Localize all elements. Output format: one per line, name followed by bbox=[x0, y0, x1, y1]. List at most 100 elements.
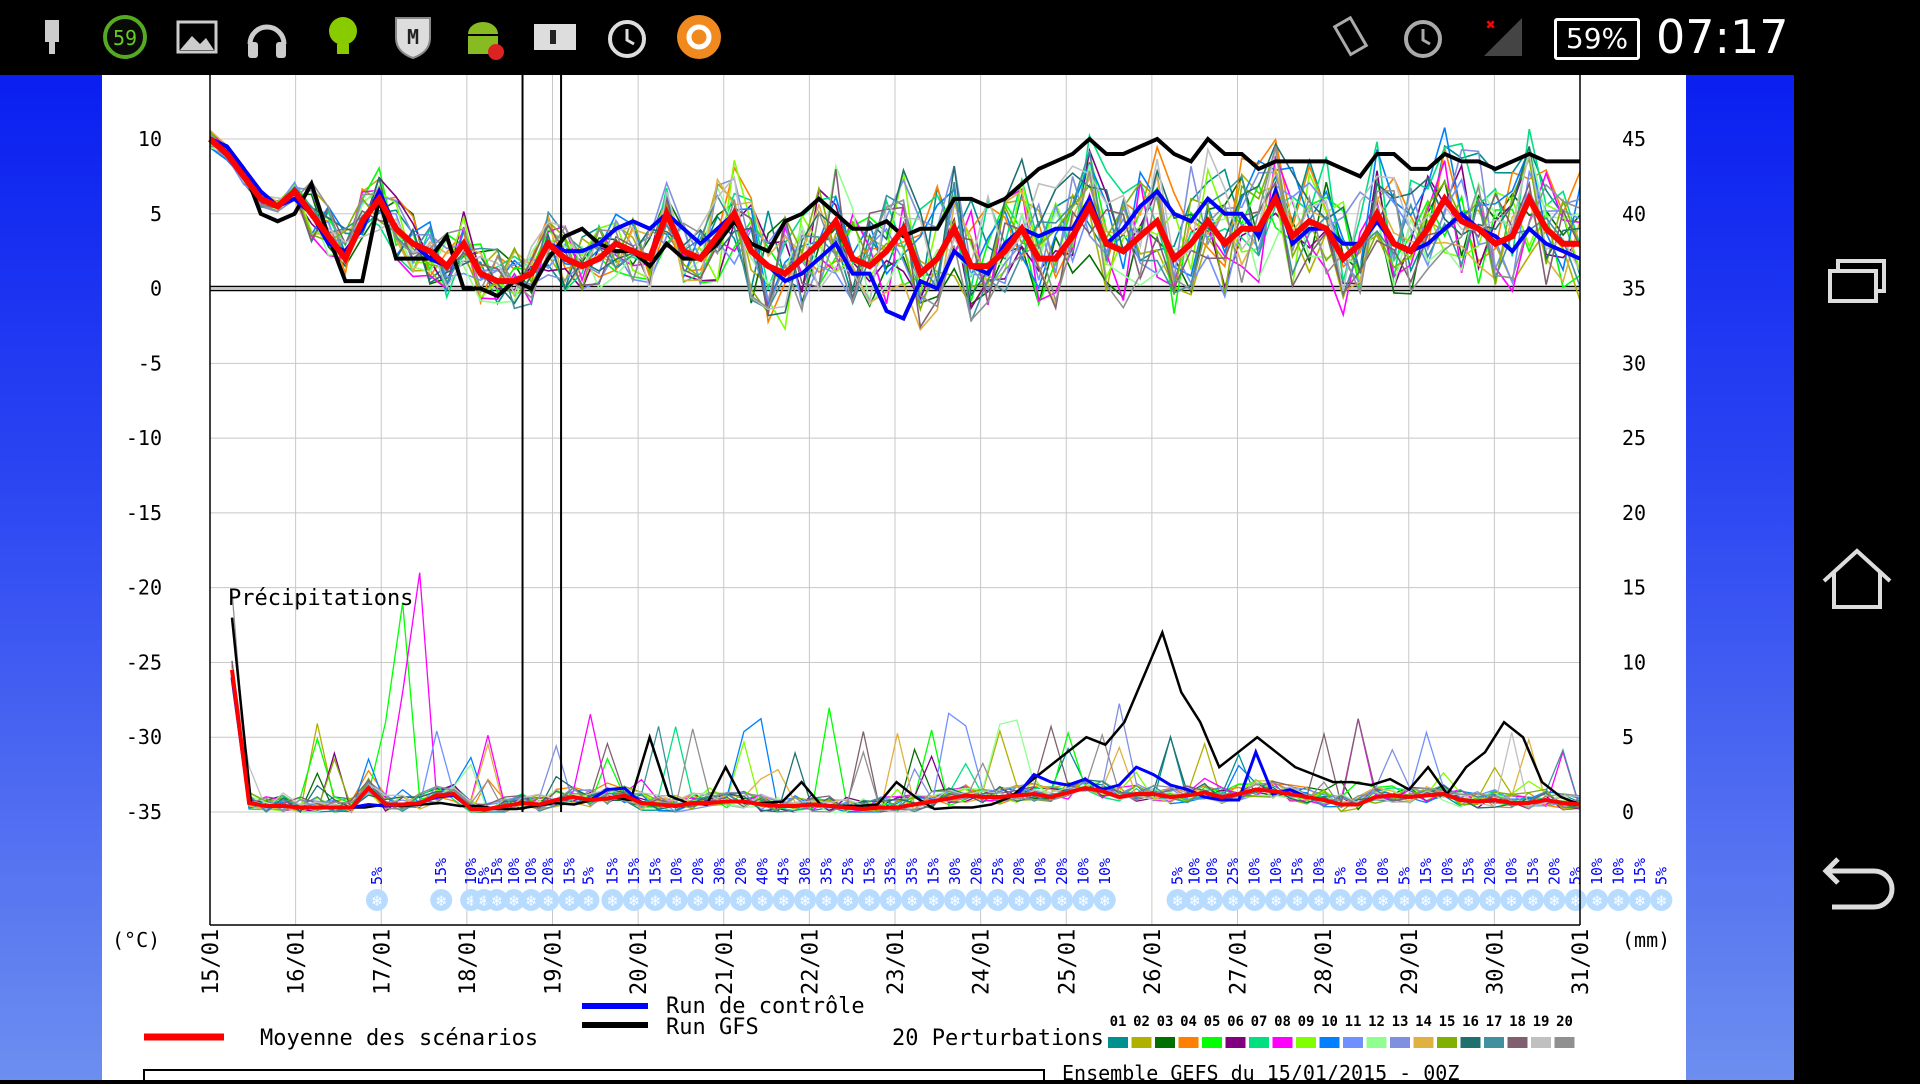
left-tick-label: -30 bbox=[126, 725, 162, 749]
snowflake-icon bbox=[1072, 889, 1095, 911]
x-tick-label: 26/01 bbox=[1141, 929, 1166, 995]
snowflake-icon bbox=[1093, 889, 1116, 911]
footer-box bbox=[143, 1069, 1045, 1084]
snowflake-glyph: ❄ bbox=[1528, 891, 1538, 910]
legend-perturbation-id: 02 bbox=[1133, 1014, 1150, 1030]
snow-prob-label: 35% bbox=[882, 858, 900, 885]
snow-prob-label: 40% bbox=[753, 858, 771, 885]
snow-prob-label: 10% bbox=[1374, 858, 1392, 885]
snowflake-icon bbox=[1286, 889, 1309, 911]
precip-lines bbox=[230, 572, 1581, 814]
snowflake-icon bbox=[665, 889, 688, 911]
back-icon[interactable] bbox=[1812, 845, 1902, 935]
snow-prob-label: 10% bbox=[1186, 858, 1204, 885]
legend-perturbation-id: 01 bbox=[1110, 1014, 1127, 1030]
snow-prob-label: 15% bbox=[625, 858, 643, 885]
snow-prob-label: 10% bbox=[1246, 858, 1264, 885]
snow-prob-label: 10% bbox=[1096, 858, 1114, 885]
snowflake-glyph: ❄ bbox=[1036, 891, 1046, 910]
left-tick-label: -10 bbox=[126, 426, 162, 450]
perturbation-temp-line bbox=[209, 130, 1581, 308]
android-icon bbox=[468, 22, 504, 60]
right-tick-label: 15 bbox=[1622, 576, 1646, 600]
lightbulb-icon bbox=[329, 17, 357, 54]
perturbation-precip-line bbox=[231, 668, 1581, 813]
legend-perturbation-swatch bbox=[1390, 1037, 1410, 1048]
left-tick-label: -20 bbox=[126, 576, 162, 600]
snow-prob-label: 20% bbox=[1481, 858, 1499, 885]
gfs-temp-line bbox=[209, 136, 1580, 299]
snowflake-icon bbox=[430, 889, 453, 911]
precip-label: Précipitations bbox=[228, 586, 413, 611]
snowflake-icon bbox=[1329, 889, 1352, 911]
status-bar: 59 M ✖ 59% 07:17 bbox=[0, 0, 1920, 75]
snowflake-glyph: ❄ bbox=[1635, 891, 1645, 910]
snowflake-icon bbox=[1166, 889, 1189, 911]
legend-mean-label: Moyenne des scénarios bbox=[260, 1026, 538, 1051]
right-tick-label: 0 bbox=[1622, 800, 1634, 824]
snow-prob-label: 5% bbox=[368, 867, 386, 885]
snowflake-icon bbox=[708, 889, 731, 911]
snowflake-glyph: ❄ bbox=[672, 891, 682, 910]
right-tick-label: 20 bbox=[1622, 501, 1646, 525]
x-tick-label: 18/01 bbox=[456, 929, 481, 995]
gfs-precip-line bbox=[230, 617, 1581, 811]
x-tick-label: 28/01 bbox=[1312, 929, 1337, 995]
snow-prob-label: 5% bbox=[1395, 867, 1413, 885]
snowflake-icon bbox=[1479, 889, 1502, 911]
battery-icon: 59% bbox=[1554, 18, 1640, 60]
x-tick-label: 23/01 bbox=[884, 929, 909, 995]
snow-prob-label: 30% bbox=[796, 858, 814, 885]
left-tick-label: 0 bbox=[150, 277, 162, 301]
x-tick-label: 15/01 bbox=[199, 929, 224, 995]
snow-prob-label: 20% bbox=[1053, 858, 1071, 885]
snow-prob-label: 15% bbox=[646, 858, 664, 885]
temp-lines bbox=[208, 75, 1581, 812]
legend: Moyenne des scénarios Run de contrôleRun … bbox=[143, 994, 1575, 1084]
snowflake-glyph: ❄ bbox=[779, 891, 789, 910]
right-axis-unit: (mm) bbox=[1622, 928, 1670, 952]
right-tick-label: 35 bbox=[1622, 277, 1646, 301]
legend-perturbation-id: 15 bbox=[1439, 1014, 1456, 1030]
snowflake-glyph: ❄ bbox=[864, 891, 874, 910]
snowflake-glyph: ❄ bbox=[1464, 891, 1474, 910]
legend-perturbation-swatch bbox=[1155, 1037, 1175, 1048]
orange-app-icon bbox=[677, 15, 721, 59]
legend-perturbation-swatch bbox=[1531, 1037, 1551, 1048]
snowflake-icon bbox=[485, 889, 508, 911]
snowflake-glyph: ❄ bbox=[1207, 891, 1217, 910]
snowflake-icon bbox=[1414, 889, 1437, 911]
legend-perturbation-id: 08 bbox=[1274, 1014, 1291, 1030]
home-icon[interactable] bbox=[1812, 535, 1902, 625]
legend-perturbation-id: 05 bbox=[1204, 1014, 1221, 1030]
legend-perturbation-swatch bbox=[1484, 1037, 1504, 1048]
snowflake-icon bbox=[687, 889, 710, 911]
shield-m-icon: M bbox=[395, 17, 431, 60]
snowflake-glyph: ❄ bbox=[436, 891, 446, 910]
legend-perturbation-id: 07 bbox=[1251, 1014, 1268, 1030]
legend-perturbation-swatch bbox=[1460, 1037, 1481, 1048]
snowflake-icon bbox=[965, 889, 988, 911]
snowflake-icon bbox=[520, 889, 543, 911]
snow-prob-label: 10% bbox=[668, 858, 686, 885]
ensemble-chart: 5%❄15%❄10%❄5%❄15%❄10%❄10%❄20%❄15%❄5%❄15%… bbox=[112, 75, 1673, 1084]
snowflake-glyph: ❄ bbox=[1357, 891, 1367, 910]
left-axis-unit: (°C) bbox=[112, 928, 160, 952]
snow-prob-label: 15% bbox=[1417, 858, 1435, 885]
snow-prob-label: 25% bbox=[1224, 858, 1242, 885]
snowflake-glyph: ❄ bbox=[1271, 891, 1281, 910]
left-tick-label: -35 bbox=[126, 800, 162, 824]
snowflake-icon bbox=[1200, 889, 1223, 911]
legend-perturbation-swatch bbox=[1413, 1037, 1434, 1048]
right-tick-label: 45 bbox=[1622, 127, 1646, 151]
legend-perturbation-swatch bbox=[1272, 1037, 1293, 1048]
recent-apps-icon[interactable] bbox=[1812, 235, 1902, 325]
snowflake-glyph: ❄ bbox=[1173, 891, 1183, 910]
x-tick-label: 27/01 bbox=[1227, 929, 1252, 995]
snowflake-glyph: ❄ bbox=[1100, 891, 1110, 910]
snow-prob-label: 10% bbox=[505, 858, 523, 885]
legend-perturbation-id: 06 bbox=[1227, 1014, 1244, 1030]
legend-perturbation-id: 10 bbox=[1321, 1014, 1338, 1030]
left-tick-label: -15 bbox=[126, 501, 162, 525]
clock: 07:17 bbox=[1656, 10, 1789, 64]
